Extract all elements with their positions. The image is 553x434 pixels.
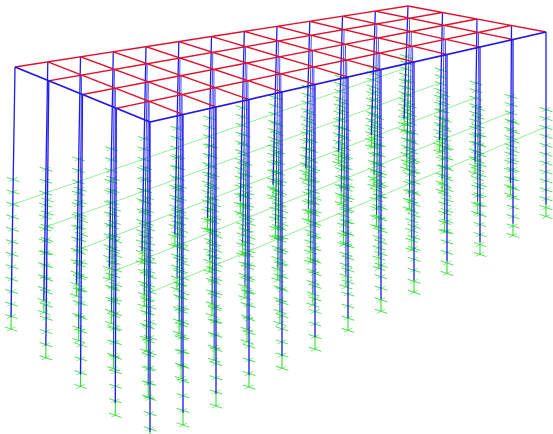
spring-tick — [442, 271, 452, 276]
column-line — [345, 59, 348, 275]
spring-tick — [442, 260, 452, 266]
column-line — [206, 36, 213, 218]
roof-beam-grid — [14, 5, 547, 123]
spring-tick — [475, 252, 485, 257]
column-line — [373, 23, 378, 175]
column-line — [375, 37, 379, 215]
spring-tick — [76, 384, 85, 389]
spring-tick — [141, 348, 151, 354]
spring-tick — [242, 339, 252, 345]
column-line — [411, 46, 414, 239]
column-line — [340, 29, 345, 192]
column-line — [441, 25, 445, 180]
column-line — [438, 12, 444, 141]
column-line — [305, 21, 311, 169]
spring-tick — [174, 330, 184, 336]
column-line — [406, 18, 411, 158]
column-line — [509, 25, 513, 184]
spring-tick — [277, 365, 287, 371]
column-line — [246, 80, 249, 330]
spring-tick — [343, 327, 353, 333]
pile-foundation-group — [4, 54, 553, 434]
spring-tick — [399, 128, 409, 133]
spring-tick — [409, 289, 419, 295]
spring-tick — [367, 138, 376, 143]
column-line — [43, 61, 49, 301]
column-line — [180, 94, 183, 367]
roof-beam — [116, 24, 512, 109]
column-line — [274, 40, 279, 226]
spring-tick — [110, 412, 120, 418]
spring-tick — [176, 376, 186, 381]
spring-tick — [240, 284, 250, 289]
spring-tick — [178, 422, 188, 428]
column-line — [408, 31, 412, 198]
spring-tick — [310, 346, 320, 352]
column-line — [378, 53, 381, 257]
spring-tick — [143, 394, 153, 400]
column-line — [337, 16, 344, 152]
spring-tick — [541, 214, 551, 219]
roof-beam — [82, 18, 478, 96]
column-line — [403, 5, 409, 119]
roof-beam — [48, 11, 443, 82]
spring-tick — [409, 278, 419, 284]
column-line — [145, 81, 149, 340]
column-line — [79, 94, 84, 375]
spring-tick — [275, 309, 285, 314]
spring-tick — [508, 233, 518, 238]
column-line — [312, 66, 315, 294]
spring-tick — [475, 242, 485, 247]
column-line — [307, 35, 312, 209]
column-line — [178, 75, 182, 322]
roof-beam — [14, 5, 409, 68]
spring-tick — [41, 355, 51, 361]
spring-tick — [244, 384, 254, 390]
spring-tick — [209, 357, 219, 363]
column-line — [45, 80, 50, 346]
column-line — [272, 26, 278, 185]
column-line — [78, 75, 83, 329]
spring-tick — [541, 205, 551, 210]
column-line — [114, 108, 117, 404]
column-line — [279, 73, 282, 312]
spring-tick — [211, 403, 221, 409]
roof-edge — [14, 31, 547, 123]
spring-tick — [334, 161, 343, 166]
column-group — [10, 5, 547, 432]
column-line — [147, 101, 150, 385]
column-line — [10, 66, 16, 318]
column-line — [112, 88, 116, 357]
spring-tick — [508, 223, 518, 229]
column-line — [477, 32, 480, 202]
column-line — [444, 39, 447, 220]
spring-tick — [366, 144, 376, 150]
spring-tick — [376, 297, 386, 303]
spring-tick — [376, 308, 386, 314]
column-line — [110, 69, 115, 312]
column-line — [75, 56, 82, 284]
column-line — [474, 18, 478, 162]
column-line — [239, 31, 245, 202]
column-line — [370, 11, 376, 136]
column-line — [174, 41, 180, 235]
spring-tick — [207, 301, 217, 307]
column-line — [213, 87, 216, 349]
spring-tick — [6, 326, 16, 332]
